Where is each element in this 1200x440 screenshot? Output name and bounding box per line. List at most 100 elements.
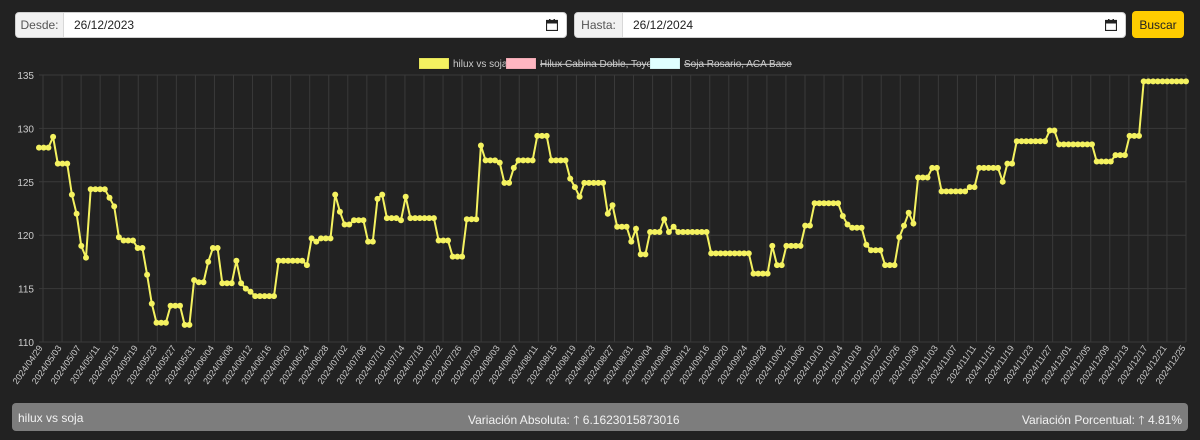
data-point <box>1098 158 1105 165</box>
data-point <box>266 293 273 300</box>
data-point <box>1140 78 1147 85</box>
data-point <box>139 245 146 251</box>
data-point <box>642 251 649 258</box>
data-point <box>694 229 701 235</box>
data-point <box>825 200 832 207</box>
data-point <box>839 213 846 219</box>
summary-series-name: hilux vs soja <box>18 411 84 425</box>
data-point <box>487 157 494 164</box>
absolute-variation: Variación Absoluta: 🡑 6.1623015873016 <box>468 411 680 432</box>
data-point <box>468 216 475 223</box>
data-point <box>750 270 757 277</box>
to-date-field[interactable]: Hasta: 26/12/2024 <box>574 12 1126 38</box>
data-point <box>665 229 672 235</box>
data-point <box>788 242 795 249</box>
data-point <box>252 293 259 300</box>
data-point <box>656 229 663 235</box>
data-point <box>689 229 696 235</box>
data-point <box>520 157 527 164</box>
data-point <box>853 224 860 231</box>
data-point <box>78 242 85 249</box>
data-point <box>1023 138 1030 145</box>
legend-swatch <box>505 57 537 70</box>
data-point <box>1150 78 1157 85</box>
data-point <box>990 164 997 171</box>
data-point <box>877 247 884 254</box>
summary-bar: hilux vs soja Variación Absoluta: 🡑 6.16… <box>12 403 1188 431</box>
data-point <box>351 217 357 224</box>
data-point <box>200 279 207 286</box>
data-point <box>976 164 983 171</box>
data-point <box>844 221 851 228</box>
data-point <box>1074 141 1081 148</box>
data-point <box>416 215 423 222</box>
data-point <box>868 247 874 254</box>
data-point <box>618 223 625 230</box>
data-point <box>581 179 588 186</box>
data-point <box>496 159 503 166</box>
data-point <box>1018 138 1025 145</box>
data-point <box>731 250 738 257</box>
legend-label: hilux vs soja <box>453 59 508 70</box>
data-point <box>120 237 127 244</box>
data-point <box>365 238 372 245</box>
legend-label: Hilux Cabina Doble, Toyota <box>540 59 661 70</box>
data-point <box>407 215 414 222</box>
data-point <box>313 238 320 245</box>
data-point <box>294 257 301 264</box>
data-point <box>1065 141 1072 148</box>
data-point <box>318 235 324 242</box>
search-button[interactable]: Buscar <box>1132 11 1184 38</box>
data-point <box>355 217 362 224</box>
data-point <box>727 250 733 257</box>
from-date-input[interactable]: 26/12/2023 <box>74 18 135 32</box>
data-point <box>1056 141 1063 148</box>
data-point <box>623 223 630 230</box>
data-point <box>797 242 804 249</box>
data-point <box>191 277 198 284</box>
legend-swatch <box>418 57 450 70</box>
data-point <box>571 184 578 191</box>
data-point <box>167 302 174 309</box>
absolute-variation-label: Variación Absoluta: <box>468 413 570 427</box>
data-point <box>440 237 447 244</box>
legend-label: Soja Rosario, ACA Base <box>684 59 792 70</box>
data-point <box>186 321 193 328</box>
data-point <box>275 257 282 264</box>
data-point <box>806 222 813 229</box>
data-point <box>341 221 348 228</box>
data-point <box>901 222 907 229</box>
data-point <box>539 132 545 139</box>
data-point <box>933 164 940 171</box>
data-point <box>1121 152 1128 159</box>
data-point <box>712 250 719 257</box>
data-point <box>886 262 893 269</box>
data-point <box>398 217 404 224</box>
data-point <box>421 215 428 222</box>
data-point <box>87 186 94 193</box>
data-point <box>783 242 790 249</box>
data-point <box>680 229 686 235</box>
data-point <box>1093 158 1100 165</box>
data-point <box>1136 132 1142 139</box>
data-point <box>905 209 912 216</box>
data-point <box>261 293 268 300</box>
data-point <box>529 157 536 164</box>
from-date-field[interactable]: Desde: 26/12/2023 <box>15 12 567 38</box>
calendar-icon[interactable] <box>544 13 560 37</box>
data-point <box>1131 132 1138 139</box>
data-point <box>510 164 517 171</box>
data-point <box>1145 78 1152 85</box>
calendar-icon[interactable] <box>1103 13 1119 37</box>
data-point <box>1112 152 1119 159</box>
data-point <box>929 164 936 171</box>
date-filter-bar: Desde: 26/12/2023 Hasta: 26/12/2024 Busc… <box>0 0 1200 50</box>
data-point <box>1178 78 1185 85</box>
data-point <box>1173 78 1180 85</box>
data-point <box>595 179 602 186</box>
legend-swatch <box>649 57 681 70</box>
to-date-input[interactable]: 26/12/2024 <box>633 18 694 32</box>
data-point <box>858 224 865 231</box>
data-point <box>1084 141 1091 148</box>
data-point <box>1027 138 1034 145</box>
